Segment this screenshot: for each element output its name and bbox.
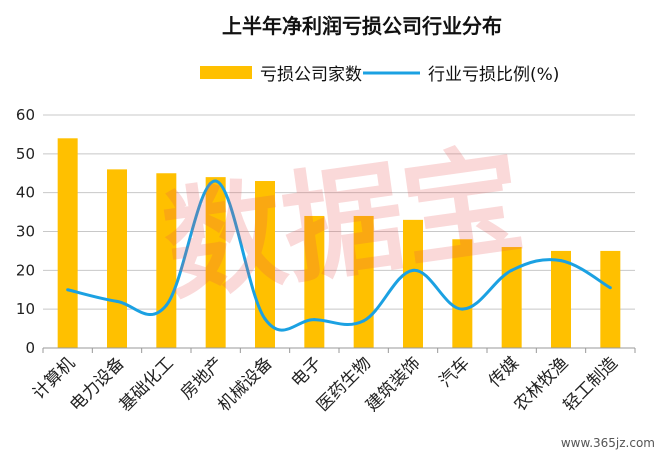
line-point [115,299,119,303]
line-point [411,268,415,272]
line-point [164,303,168,307]
x-tick-label: 机械设备 [214,353,276,415]
x-tick-label: 电子 [288,353,326,391]
bar [304,215,325,348]
y-tick-label: 20 [16,261,35,279]
line-point [559,259,563,263]
line-point [263,317,267,321]
y-tick-label: 30 [16,223,35,241]
line-series [66,179,612,332]
chart-title: 上半年净利润亏损公司行业分布 [222,14,502,38]
line-point [510,268,514,272]
y-axis-ticks: 0 10 20 30 40 50 60 [16,106,35,357]
legend-bar-swatch [200,66,252,79]
bar [353,215,374,348]
footer-url: www.365jz.com [561,436,655,450]
line-point [66,288,70,292]
y-tick-label: 0 [25,339,35,357]
x-axis [42,347,636,353]
y-tick-label: 40 [16,184,35,202]
x-tick-label: 基础化工 [116,353,178,415]
bar [205,177,226,348]
line-point [608,286,612,290]
bar [600,250,621,348]
line-point [460,307,464,311]
legend: 亏损公司家数 行业亏损比例(%) [200,65,559,85]
bar [156,173,177,348]
watermark: 数据宝 [156,131,532,319]
bar [403,219,423,348]
legend-line-label: 行业亏损比例(%) [428,65,559,85]
bar [551,250,571,348]
x-tick-label: 轻工制造 [560,353,622,415]
y-tick-label: 50 [16,145,35,163]
line-point [214,179,218,183]
y-tick-label: 60 [16,106,35,124]
gridlines [43,114,635,310]
x-tick-label: 汽车 [436,353,474,391]
bar [452,239,473,348]
y-tick-label: 10 [16,300,35,318]
bar [57,138,78,348]
line-point [362,319,366,323]
line-point [312,318,316,322]
x-tick-label: 建筑装饰 [362,353,424,415]
legend-bar-label: 亏损公司家数 [260,65,362,85]
x-tick-label: 传媒 [485,353,523,391]
bar [107,169,127,348]
